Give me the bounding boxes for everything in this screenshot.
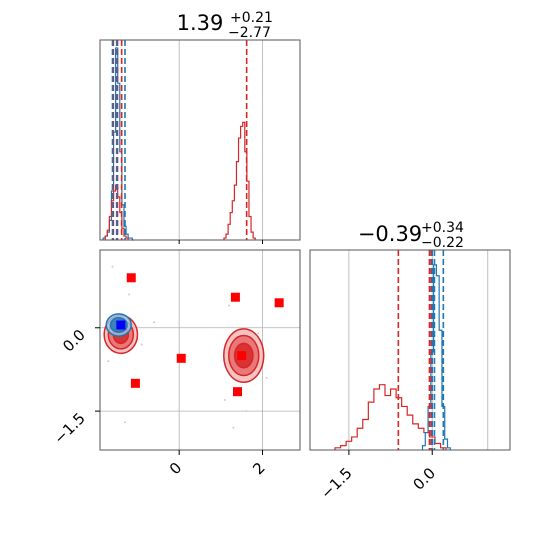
sample-dot-1	[128, 293, 131, 296]
joint-scatter-panel: 0 2 0.0 −1.5	[50, 249, 301, 478]
tick-label-y-1: −1.5	[50, 409, 88, 447]
panel-frame	[99, 249, 301, 451]
truth-marker-1	[230, 292, 240, 302]
tick-label-y-0: 0.0	[59, 326, 89, 356]
marginal-histogram-param2: −1.5 0.0	[309, 249, 511, 503]
sample-dot-5	[257, 332, 260, 335]
histogram-series-1	[421, 264, 451, 450]
truth-marker-6	[233, 387, 242, 397]
title-param1-sub: −2.77	[228, 25, 271, 41]
sample-dot-6	[224, 399, 226, 401]
tick-label-x-1: 2	[249, 459, 268, 478]
truth-marker-5	[130, 378, 140, 388]
sample-dot-3	[107, 360, 110, 363]
marginal-histogram-param1	[99, 39, 301, 244]
sample-dot-10	[153, 321, 156, 324]
sample-dot-4	[228, 304, 231, 307]
tick-label-x-0: 0	[166, 459, 185, 478]
sample-dot-9	[124, 421, 126, 424]
truth-marker-2	[274, 298, 284, 308]
title-param1-value: 1.39	[177, 11, 224, 35]
title-param1: 1.39	[177, 11, 224, 35]
sample-dot-7	[232, 426, 235, 429]
truth-marker-0	[126, 273, 136, 283]
title-param2-sup: +0.34	[421, 220, 464, 236]
title-param2-value: −0.39	[358, 222, 422, 246]
truth-marker-3	[176, 353, 186, 363]
panel-frame	[99, 39, 301, 241]
tick-label-x-0: −1.5	[317, 464, 355, 502]
title-param2-sub: −0.22	[421, 235, 464, 251]
sample-dot-8	[244, 410, 247, 413]
sample-dot-2	[140, 343, 143, 346]
tick-label-x-1: 0.0	[409, 464, 439, 494]
sample-dot-0	[111, 265, 114, 268]
panel-frame	[309, 249, 511, 451]
title-param1-sup: +0.21	[230, 10, 273, 26]
truth-marker-7	[116, 320, 126, 330]
histogram-series-1	[104, 121, 256, 240]
truth-marker-4	[237, 351, 247, 361]
sample-dot-11	[265, 376, 268, 379]
histogram-series-0	[102, 47, 135, 241]
